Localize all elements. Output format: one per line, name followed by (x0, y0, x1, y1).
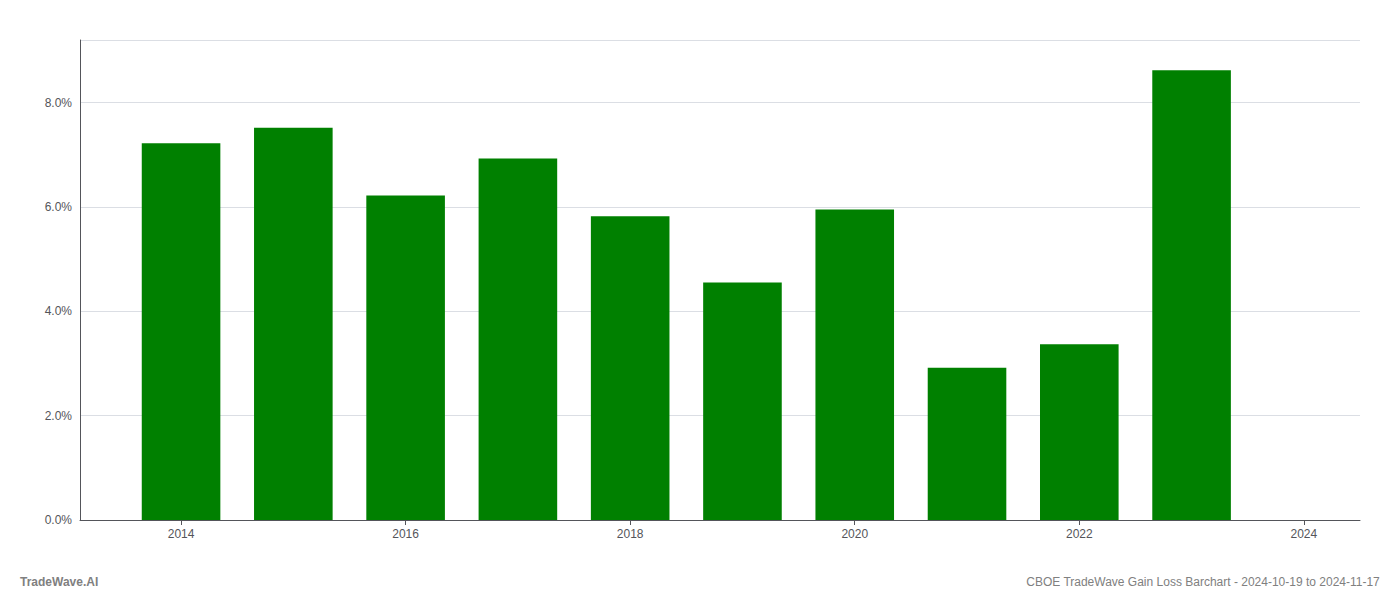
svg-text:2022: 2022 (1066, 527, 1093, 541)
svg-text:4.0%: 4.0% (45, 304, 73, 318)
svg-text:8.0%: 8.0% (45, 96, 73, 110)
svg-text:CBOE TradeWave Gain Loss Barch: CBOE TradeWave Gain Loss Barchart - 2024… (1026, 575, 1380, 589)
svg-text:2020: 2020 (841, 527, 868, 541)
svg-text:6.0%: 6.0% (45, 200, 73, 214)
svg-text:TradeWave.AI: TradeWave.AI (20, 575, 98, 589)
svg-text:2024: 2024 (1291, 527, 1318, 541)
svg-text:2014: 2014 (168, 527, 195, 541)
svg-text:2018: 2018 (617, 527, 644, 541)
svg-text:0.0%: 0.0% (45, 513, 73, 527)
svg-text:2.0%: 2.0% (45, 409, 73, 423)
svg-text:2016: 2016 (392, 527, 419, 541)
